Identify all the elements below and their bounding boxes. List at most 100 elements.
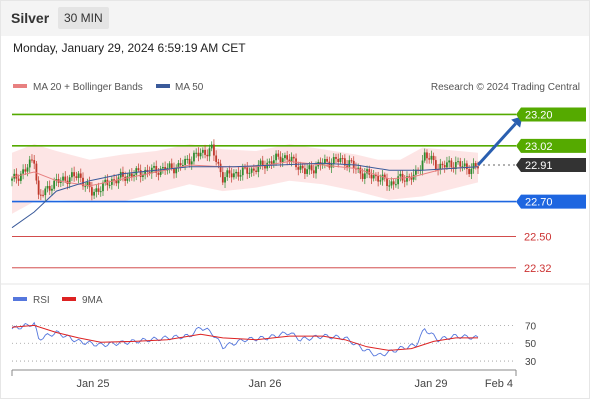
candle-body <box>88 181 91 188</box>
candle-body <box>321 163 324 165</box>
candle-body <box>381 174 384 181</box>
candle-body <box>233 173 235 178</box>
rsi-line <box>11 321 479 357</box>
ma20-legend-label: MA 20 + Bollinger Bands <box>33 82 143 93</box>
candle-body <box>33 160 36 164</box>
candle-body <box>295 158 297 168</box>
candle-body <box>346 165 348 167</box>
candle-body <box>423 152 426 161</box>
candle-body <box>281 158 284 163</box>
candle-body <box>450 160 453 168</box>
ma20-legend-swatch <box>13 84 27 88</box>
candle-body <box>261 160 264 167</box>
candle-body <box>181 165 184 167</box>
candle-body <box>446 162 448 168</box>
rsi-tick-label: 30 <box>525 357 537 368</box>
candle-body <box>363 173 366 179</box>
candle-body <box>51 188 53 191</box>
candle-body <box>430 155 433 160</box>
candle-body <box>188 158 191 165</box>
candle-body <box>392 181 395 185</box>
candle-body <box>443 165 446 168</box>
candle-body <box>326 159 329 162</box>
candle-body <box>195 152 198 154</box>
candle-body <box>219 163 222 173</box>
candle-body <box>368 169 371 175</box>
candle-body <box>11 178 13 181</box>
candle-body <box>221 172 224 183</box>
candle-body <box>397 176 400 185</box>
candle-body <box>19 173 22 181</box>
candle-body <box>472 163 475 169</box>
candle-body <box>343 158 346 166</box>
candle-body <box>68 177 71 184</box>
candle-body <box>474 163 477 167</box>
candle-body <box>86 181 89 187</box>
candle-body <box>155 166 158 173</box>
candle-body <box>179 163 182 166</box>
candle-body <box>126 176 129 181</box>
support-label-box <box>516 194 586 209</box>
candle-body <box>157 172 160 175</box>
candle-body <box>113 179 115 181</box>
candle-body <box>259 160 262 165</box>
candle-body <box>463 163 466 167</box>
candle-body <box>277 153 280 157</box>
rsi-legend-swatch <box>13 297 27 301</box>
rsi-legend: RSI 9MA <box>13 295 103 306</box>
candle-body <box>339 158 342 163</box>
candle-body <box>246 167 249 174</box>
candle-body <box>386 178 388 186</box>
candle-body <box>108 184 111 186</box>
candle-body <box>206 154 209 157</box>
ma50-line <box>11 162 479 229</box>
current-level-label: 22.91 <box>525 160 553 172</box>
candle-body <box>230 173 233 178</box>
level-lines <box>12 113 516 269</box>
candle-body <box>323 159 326 164</box>
resistance-level-label: 23.02 <box>525 141 553 153</box>
candle-body <box>22 169 24 174</box>
candle-body <box>477 166 479 169</box>
candle-body <box>337 158 340 163</box>
candle-body <box>122 171 124 177</box>
candle-body <box>341 158 344 160</box>
candle-body <box>268 161 271 163</box>
candle-body <box>375 175 377 177</box>
candle-body <box>204 149 206 155</box>
candle-body <box>115 180 118 184</box>
candle-body <box>48 185 51 191</box>
candle-body <box>201 149 204 153</box>
candle-body <box>137 168 140 171</box>
candle-body <box>224 177 226 183</box>
candle-body <box>252 168 255 171</box>
ma50-legend-swatch <box>156 84 170 88</box>
candle-body <box>410 176 413 180</box>
candle-body <box>468 169 471 175</box>
candle-body <box>197 152 200 157</box>
target-level-label: 22.32 <box>524 263 552 275</box>
candle-body <box>403 180 406 182</box>
copyright-label: Research © 2024 Trading Central <box>431 82 580 93</box>
candle-body <box>153 166 155 168</box>
interval-button[interactable]: 30 MIN <box>58 7 109 29</box>
candle-body <box>466 163 468 170</box>
candle-body <box>292 156 295 159</box>
candle-body <box>372 175 375 179</box>
resistance-label-box <box>516 107 586 122</box>
x-axis: Jan 25 Jan 26 Jan 29 Feb 4 <box>11 369 517 390</box>
rsi-grid: 70 50 30 <box>12 321 537 368</box>
candle-body <box>159 168 162 175</box>
candle-body <box>82 177 84 187</box>
rsi-legend-label: RSI <box>33 295 50 306</box>
candle-body <box>84 186 87 188</box>
candle-body <box>173 168 175 174</box>
projection-arrow <box>476 116 523 166</box>
candle-body <box>470 168 473 175</box>
candle-body <box>177 163 180 169</box>
candle-body <box>37 180 40 195</box>
candle-body <box>332 157 335 164</box>
candle-body <box>439 163 442 171</box>
candle-body <box>270 161 273 165</box>
